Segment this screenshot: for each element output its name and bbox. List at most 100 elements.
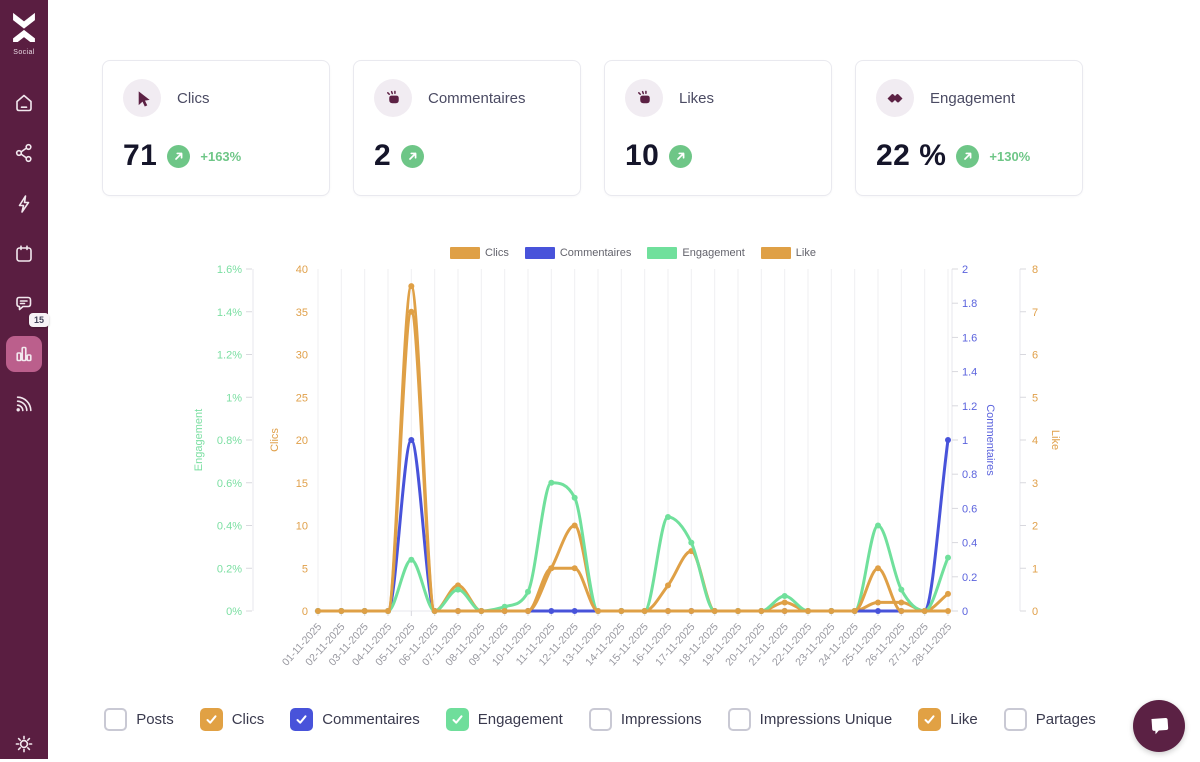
filter-checkbox-like[interactable]: Like (918, 708, 978, 731)
data-point-like (315, 608, 321, 614)
checkbox-unchecked-icon[interactable] (1003, 708, 1027, 731)
engagement-icon-circle (876, 79, 914, 117)
like-tick-label: 7 (1032, 307, 1038, 319)
trend-up-icon (167, 144, 191, 168)
data-point-engagement (688, 539, 695, 546)
sidebar-item-calendar[interactable] (6, 236, 42, 272)
sidebar-item-home[interactable] (6, 85, 42, 121)
data-point-like (828, 608, 835, 614)
filter-checkbox-posts[interactable]: Posts (104, 708, 174, 731)
chat-fab-button[interactable] (1133, 700, 1185, 752)
like-tick-label: 3 (1032, 478, 1038, 490)
like-tick-label: 5 (1032, 392, 1038, 404)
card-label: Clics (177, 89, 210, 107)
data-point-engagement (548, 479, 555, 486)
commentaires-tick-label: 0.8 (962, 469, 977, 481)
legend-item-engagement[interactable]: Engagement (647, 247, 745, 259)
data-point-clics (945, 590, 951, 597)
filter-checkbox-engagement[interactable]: Engagement (445, 708, 563, 731)
calendar-icon (16, 245, 32, 262)
engagement-tick-label: 0.2% (217, 563, 242, 575)
legend-item-like[interactable]: Like (760, 247, 816, 259)
checkbox-checked-icon[interactable] (199, 708, 223, 731)
data-point-like (735, 608, 741, 614)
data-point-like (431, 608, 438, 614)
legend-swatch (760, 247, 791, 259)
filter-checkbox-impressions-unique[interactable]: Impressions Unique (727, 708, 893, 731)
data-point-like (408, 308, 415, 315)
engagement-tick-label: 1.6% (217, 264, 242, 276)
data-point-like (851, 608, 858, 614)
data-point-engagement (898, 586, 905, 593)
data-point-commentaires (548, 608, 555, 614)
series-line-like (316, 310, 950, 613)
legend-swatch (524, 247, 555, 259)
legend-swatch (450, 247, 481, 259)
data-point-like (898, 608, 905, 614)
sidebar-item-feed[interactable] (6, 386, 42, 422)
messages-icon (16, 296, 32, 311)
checkbox-unchecked-icon[interactable] (104, 708, 128, 731)
data-point-like (805, 608, 811, 614)
stat-card-likes: Likes 10 (604, 60, 832, 196)
legend-label: Engagement (682, 247, 745, 259)
filter-checkbox-commentaires[interactable]: Commentaires (290, 708, 420, 731)
card-delta: +130% (989, 148, 1031, 164)
filter-label: Posts (136, 711, 174, 728)
sidebar-item-automation[interactable] (6, 186, 42, 222)
data-point-commentaires (408, 437, 415, 443)
data-point-clics (665, 582, 671, 589)
commentaires-icon-circle (374, 79, 412, 117)
commentaires-tick-label: 1.6 (962, 332, 977, 344)
legend-item-commentaires[interactable]: Commentaires (524, 247, 631, 259)
data-point-engagement (408, 556, 415, 563)
line-chart-canvas[interactable]: 0% 0.2% 0.4% 0.6% 0.8% 1% 1.2% 1.4% 1.6% Engageme… (190, 245, 1060, 677)
clics-tick-label: 40 (296, 264, 308, 276)
filter-checkbox-partages[interactable]: Partages (1003, 708, 1096, 731)
card-value: 2 (374, 139, 392, 172)
data-point-like (875, 565, 881, 572)
stat-card-engagement: Engagement 22 % +130% (855, 60, 1083, 196)
data-point-clics (898, 599, 905, 606)
sidebar-item-analytics[interactable] (6, 336, 42, 372)
checkbox-checked-icon[interactable] (290, 708, 314, 731)
filter-label: Impressions Unique (759, 711, 893, 728)
checkbox-unchecked-icon[interactable] (588, 708, 612, 731)
stat-card-clics: Clics 71 +163% (102, 60, 330, 196)
data-point-engagement (875, 522, 881, 529)
legend-item-clics[interactable]: Clics (450, 247, 509, 259)
chart-legend: Clics Commentaires Engagement Like (318, 247, 948, 259)
data-point-clics (455, 582, 461, 589)
data-point-like (641, 608, 648, 614)
data-point-like (618, 608, 625, 614)
analytics-chart: Clics Commentaires Engagement Like 0% 0.2% 0.… (190, 245, 1060, 677)
checkbox-unchecked-icon[interactable] (727, 708, 751, 731)
trend-up-icon (669, 144, 693, 168)
feed-icon (16, 396, 32, 412)
sidebar-item-settings[interactable] (6, 726, 42, 762)
data-point-clics (781, 599, 788, 606)
filter-label: Like (950, 711, 978, 728)
sidebar-item-messages[interactable] (6, 286, 42, 322)
checkbox-checked-icon[interactable] (918, 708, 942, 731)
data-point-like (711, 608, 718, 614)
data-point-like (385, 608, 391, 614)
checkbox-checked-icon[interactable] (445, 708, 469, 731)
filter-checkbox-impressions[interactable]: Impressions (588, 708, 702, 731)
hand-icon (386, 90, 399, 103)
sidebar-item-share[interactable] (6, 135, 42, 171)
cursor-icon (138, 90, 150, 106)
like-tick-label: 4 (1032, 435, 1038, 447)
data-point-like (665, 608, 671, 614)
filter-checkbox-clics[interactable]: Clics (199, 708, 264, 731)
data-point-like (548, 565, 555, 572)
legend-swatch (647, 247, 678, 259)
clics-tick-label: 10 (296, 521, 308, 533)
engagement-tick-label: 0.6% (217, 478, 242, 490)
like-tick-label: 6 (1032, 350, 1038, 362)
commentaires-tick-label: 1.8 (962, 298, 977, 310)
engagement-tick-label: 0.4% (217, 521, 242, 533)
stat-cards-row: Clics 71 +163% Commentaires (102, 60, 1083, 196)
filter-label: Partages (1035, 711, 1096, 728)
